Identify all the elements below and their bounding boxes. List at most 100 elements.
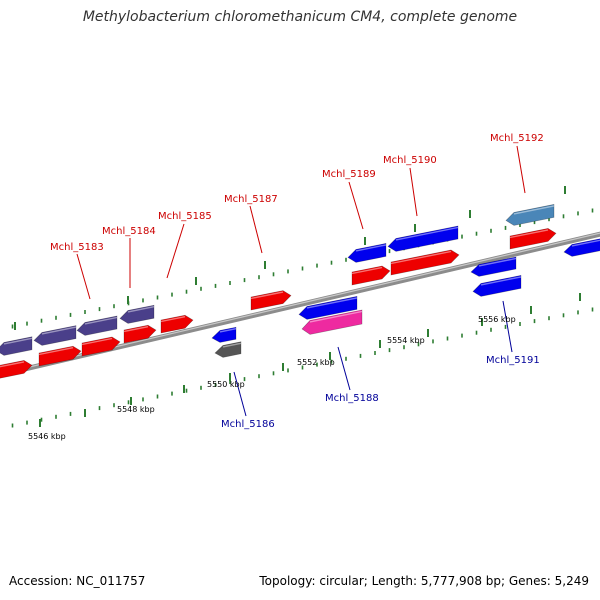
gene-blue-5186 xyxy=(211,326,237,343)
gene-pink-5188-body xyxy=(301,309,363,335)
gene-purple-4-shine xyxy=(127,306,155,313)
gene-red-5185b xyxy=(160,314,194,334)
callout-line-mchl_5183 xyxy=(76,253,91,300)
gene-red-5190-shine xyxy=(390,250,452,265)
gene-red-5187 xyxy=(250,290,292,311)
gene-red-1-shine xyxy=(0,361,25,368)
gene-red-5189-shine xyxy=(351,266,383,275)
gene-red-1-body xyxy=(0,360,33,379)
gene-gray-5186-body xyxy=(214,341,242,358)
genome-stats-label: Topology: circular; Length: 5,777,908 bp… xyxy=(259,574,589,588)
gene-red-5187-shine xyxy=(250,291,284,300)
gene-blue-5188a-body xyxy=(298,296,358,320)
gene-red-5190-body xyxy=(390,249,460,276)
callout-line-mchl_5192 xyxy=(516,145,526,194)
scale-layer: 5546 kbp 5548 kbp 5550 kbp 5552 kbp 5554 kbp… xyxy=(28,315,516,441)
gene-layer xyxy=(0,204,600,379)
gene-label-mchl_5191[interactable]: Mchl_5191 xyxy=(486,355,540,366)
gene-pink-5188-shine xyxy=(309,310,363,323)
gene-purple-3-body xyxy=(76,315,118,336)
gene-blue-5189-body xyxy=(347,243,387,263)
gene-blue-5191a-shine xyxy=(478,257,517,267)
gene-red-5183 xyxy=(38,345,82,367)
gene-red-5185b-body xyxy=(160,314,194,334)
gene-red-5190 xyxy=(390,249,460,276)
gene-purple-4 xyxy=(119,304,155,324)
gene-purple-1 xyxy=(0,336,33,356)
gene-blue-5188a xyxy=(298,296,358,320)
gene-blue-5191b-shine xyxy=(480,276,522,286)
callout-line-mchl_5189 xyxy=(348,181,364,230)
gene-label-mchl_5186[interactable]: Mchl_5186 xyxy=(221,419,275,430)
gene-blue-5188a-shine xyxy=(306,297,358,309)
gene-label-mchl_5183[interactable]: Mchl_5183 xyxy=(50,242,104,253)
gene-purple-2-body xyxy=(33,325,77,346)
gene-label-mchl_5192[interactable]: Mchl_5192 xyxy=(490,133,544,144)
gene-label-mchl_5190[interactable]: Mchl_5190 xyxy=(383,155,437,166)
scale-label-5548: 5548 kbp xyxy=(117,405,155,414)
gene-steel-5192-body xyxy=(505,204,555,226)
gene-blue-5190-shine xyxy=(395,226,459,241)
gene-label-mchl_5188[interactable]: Mchl_5188 xyxy=(325,393,379,404)
gene-red-5192 xyxy=(509,228,557,250)
gene-red-5187-body xyxy=(250,290,292,311)
scale-label-5550: 5550 kbp xyxy=(207,380,245,389)
gene-purple-4-body xyxy=(119,304,155,324)
gene-red-5192-body xyxy=(509,228,557,250)
gene-label-mchl_5184[interactable]: Mchl_5184 xyxy=(102,226,156,237)
gene-purple-1-body xyxy=(0,336,33,356)
scale-label-5546: 5546 kbp xyxy=(28,432,66,441)
callout-line-mchl_5185 xyxy=(166,223,185,279)
gene-red-5192-shine xyxy=(509,229,549,239)
gene-red-5185a-body xyxy=(123,324,157,344)
scale-label-5552: 5552 kbp xyxy=(297,358,335,367)
gene-red-5184-body xyxy=(81,336,121,357)
gene-blue-5191a xyxy=(470,256,517,277)
scale-label-5556: 5556 kbp xyxy=(478,315,516,324)
gene-red-5184-shine xyxy=(81,337,113,346)
gene-label-mchl_5185[interactable]: Mchl_5185 xyxy=(158,211,212,222)
gene-blue-5189 xyxy=(347,243,387,263)
gene-blue-5191a-body xyxy=(470,256,517,277)
gene-purple-2-shine xyxy=(41,326,77,335)
gene-blue-5191b xyxy=(472,275,522,297)
gene-blue-5190 xyxy=(387,225,459,252)
gene-red-5185a-shine xyxy=(123,326,149,333)
gene-gray-5186 xyxy=(214,341,242,358)
callout-line-mchl_5186 xyxy=(233,371,247,417)
gene-red-5185b-shine xyxy=(160,316,186,323)
gene-purple-2 xyxy=(33,325,77,346)
callout-line-mchl_5188 xyxy=(337,346,351,391)
gene-steel-5192 xyxy=(505,204,555,226)
gene-blue-right xyxy=(563,238,600,257)
gene-blue-5189-shine xyxy=(355,244,387,252)
gene-red-5189-body xyxy=(351,265,391,286)
callout-line-mchl_5187 xyxy=(249,205,263,254)
gene-red-5183-body xyxy=(38,345,82,367)
gene-red-1 xyxy=(0,360,33,379)
tick-layer xyxy=(11,186,594,428)
gene-steel-5192-shine xyxy=(513,205,555,215)
accession-label: Accession: NC_011757 xyxy=(9,574,146,588)
callout-line-mchl_5190 xyxy=(409,167,418,217)
gene-blue-5190-body xyxy=(387,225,459,252)
gene-purple-3-shine xyxy=(84,316,118,325)
gene-red-5184 xyxy=(81,336,121,357)
gene-purple-3 xyxy=(76,315,118,336)
gene-label-mchl_5189[interactable]: Mchl_5189 xyxy=(322,169,376,180)
map-title: Methylobacterium chloromethanicum CM4, c… xyxy=(82,9,518,25)
gene-purple-1-shine xyxy=(3,337,33,345)
gene-blue-5191b-body xyxy=(472,275,522,297)
gene-blue-right-shine xyxy=(571,239,600,247)
gene-gray-5186-shine xyxy=(222,342,242,348)
gene-label-mchl_5187[interactable]: Mchl_5187 xyxy=(224,194,278,205)
callout-line-mchl_5191 xyxy=(502,300,513,353)
gene-blue-5186-shine xyxy=(219,328,237,333)
scale-label-5554: 5554 kbp xyxy=(387,336,425,345)
gene-blue-right-body xyxy=(563,238,600,257)
gene-red-5183-shine xyxy=(38,347,74,356)
gene-red-5189 xyxy=(351,265,391,286)
gene-red-5185a xyxy=(123,324,157,344)
